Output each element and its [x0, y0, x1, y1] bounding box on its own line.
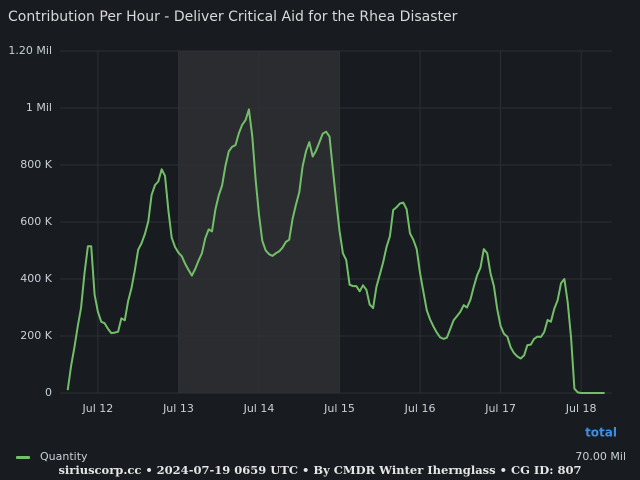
legend-swatch — [16, 456, 30, 459]
y-tick-label: 1 Mil — [26, 101, 52, 114]
y-tick-label: 600 K — [20, 215, 52, 228]
y-tick-label: 800 K — [20, 158, 52, 171]
footer: siriuscorp.cc • 2024-07-19 0659 UTC • By… — [58, 463, 581, 477]
legend-header[interactable]: total — [585, 426, 617, 440]
x-tick-label: Jul 16 — [404, 402, 436, 415]
x-tick-label: Jul 13 — [162, 402, 194, 415]
plot-area: 0 200 K 400 K 600 K 800 K 1 Mil 1.20 Mil Jul 12… — [8, 44, 612, 415]
x-tick-label: Jul 15 — [323, 402, 355, 415]
y-tick-label: 1.20 Mil — [8, 44, 52, 57]
y-tick-label: 400 K — [20, 272, 52, 285]
panel-title: Contribution Per Hour - Deliver Critical… — [8, 9, 458, 25]
legend-label[interactable]: Quantity — [40, 450, 88, 463]
y-tick-label: 200 K — [20, 329, 52, 342]
x-tick-label: Jul 14 — [243, 402, 275, 415]
y-tick-label: 0 — [45, 386, 52, 399]
x-tick-label: Jul 17 — [484, 402, 516, 415]
legend-total: 70.00 Mil — [575, 450, 626, 463]
x-tick-label: Jul 12 — [82, 402, 114, 415]
x-tick-label: Jul 18 — [565, 402, 597, 415]
series-line — [66, 108, 605, 394]
